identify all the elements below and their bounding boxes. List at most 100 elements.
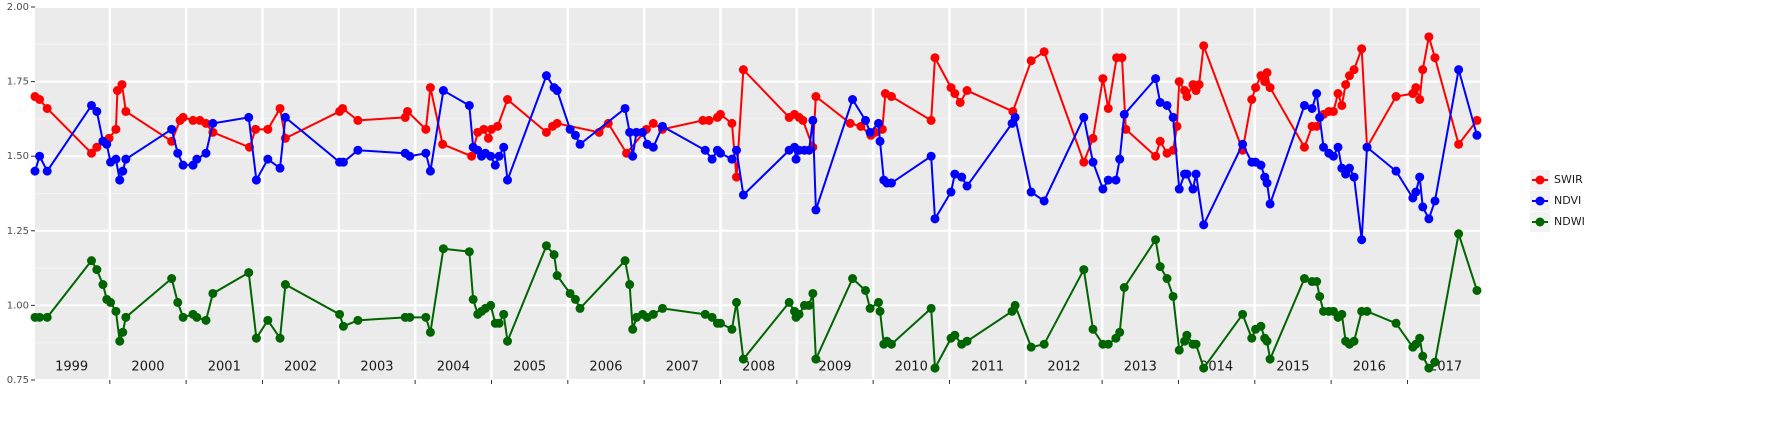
data-point [118, 166, 128, 176]
data-point [1262, 178, 1272, 188]
data-point [1357, 44, 1367, 54]
data-point [1411, 187, 1421, 197]
data-point [962, 181, 972, 191]
data-point [732, 172, 742, 182]
data-point [541, 241, 551, 251]
data-point [280, 112, 290, 122]
data-point [121, 154, 131, 164]
data-point [848, 95, 858, 105]
y-tick-label: 1.50 [7, 151, 29, 162]
data-point [35, 151, 45, 161]
data-point [1430, 196, 1440, 206]
data-point [704, 115, 714, 125]
data-point [353, 145, 363, 155]
data-point [1251, 83, 1261, 93]
data-point [1424, 214, 1434, 224]
year-label: 1999 [55, 360, 88, 375]
data-point [503, 336, 513, 346]
data-point [738, 65, 748, 75]
data-point [875, 306, 885, 316]
data-point [1199, 41, 1209, 51]
data-point [121, 312, 131, 322]
data-point [499, 142, 509, 152]
data-point [1472, 285, 1482, 295]
data-point [425, 166, 435, 176]
data-point [1344, 163, 1354, 173]
data-point [338, 103, 348, 113]
data-point [1079, 157, 1089, 167]
data-point [1151, 235, 1161, 245]
data-point [102, 139, 112, 149]
data-point [1039, 339, 1049, 349]
data-point [1472, 115, 1482, 125]
data-point [467, 151, 477, 161]
data-point [811, 92, 821, 102]
data-point [468, 294, 478, 304]
year-label: 2008 [742, 360, 775, 375]
data-point [1088, 133, 1098, 143]
data-point [251, 333, 261, 343]
data-point [926, 115, 936, 125]
data-point [784, 297, 794, 307]
data-point [121, 106, 131, 116]
data-point [950, 169, 960, 179]
data-point [173, 148, 183, 158]
data-point [848, 274, 858, 284]
data-point [42, 166, 52, 176]
data-point [280, 280, 290, 290]
data-point [657, 303, 667, 313]
data-point [700, 145, 710, 155]
data-point [955, 97, 965, 107]
data-point [1315, 112, 1325, 122]
data-point [493, 121, 503, 131]
data-point [503, 95, 513, 105]
data-point [1010, 112, 1020, 122]
data-point [1328, 106, 1338, 116]
data-point [628, 324, 638, 334]
data-point [1349, 336, 1359, 346]
data-point [1188, 184, 1198, 194]
year-label: 2000 [131, 360, 164, 375]
data-point [926, 151, 936, 161]
data-point [1174, 345, 1184, 355]
data-point [92, 265, 102, 275]
data-point [251, 124, 261, 134]
data-point [738, 354, 748, 364]
year-label: 2010 [895, 360, 928, 375]
data-point [1088, 324, 1098, 334]
data-point [1238, 309, 1248, 319]
data-point [1115, 154, 1125, 164]
data-point [403, 106, 413, 116]
year-label: 2001 [208, 360, 241, 375]
data-point [1039, 196, 1049, 206]
data-point [1115, 327, 1125, 337]
data-point [1349, 65, 1359, 75]
data-point [115, 175, 125, 185]
data-point [926, 303, 936, 313]
data-point [115, 336, 125, 346]
data-point [263, 124, 273, 134]
year-label: 2006 [589, 360, 622, 375]
data-point [541, 71, 551, 81]
data-point [1307, 103, 1317, 113]
data-point [1026, 56, 1036, 66]
data-point [794, 309, 804, 319]
data-point [715, 318, 725, 328]
data-point [707, 312, 717, 322]
data-point [1168, 291, 1178, 301]
data-point [648, 118, 658, 128]
data-point [503, 175, 513, 185]
data-point [1256, 160, 1266, 170]
data-point [1415, 172, 1425, 182]
data-point [42, 312, 52, 322]
data-point [1430, 357, 1440, 367]
data-point [811, 205, 821, 215]
data-point [1418, 65, 1428, 75]
data-point [178, 112, 188, 122]
data-point [499, 309, 509, 319]
data-point [1319, 142, 1329, 152]
data-point [353, 115, 363, 125]
year-label: 2016 [1353, 360, 1386, 375]
data-point [962, 336, 972, 346]
data-point [1162, 100, 1172, 110]
